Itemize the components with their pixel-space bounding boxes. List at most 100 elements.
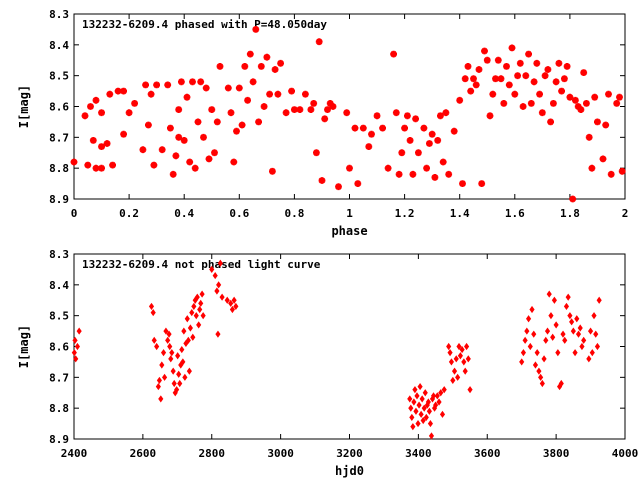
data-point (533, 59, 541, 67)
data-point (407, 395, 413, 403)
data-point (244, 96, 251, 104)
data-point (230, 158, 238, 166)
data-point (572, 349, 578, 357)
data-point (142, 81, 149, 89)
data-point (516, 59, 524, 67)
data-point (150, 308, 156, 317)
data-point (73, 355, 79, 363)
data-point (587, 327, 594, 335)
data-point (178, 78, 185, 86)
data-point (205, 155, 213, 163)
data-point (103, 140, 111, 147)
data-point (255, 118, 262, 126)
data-point (154, 342, 160, 351)
unphased-plot-title: 132232-6209.4 not phased light curve (82, 258, 321, 271)
data-point (271, 66, 279, 73)
data-point (565, 293, 571, 301)
data-point (92, 164, 100, 172)
y-tick-label: 8.4 (49, 279, 69, 292)
data-point (169, 349, 175, 357)
data-point (503, 63, 510, 70)
data-point (546, 290, 552, 298)
data-point (131, 100, 138, 107)
data-point (508, 44, 516, 52)
data-point (246, 50, 254, 58)
data-point (594, 118, 601, 126)
data-point (76, 327, 82, 335)
data-point (548, 312, 554, 320)
data-point (354, 180, 362, 187)
data-point (497, 75, 505, 83)
data-point (464, 63, 472, 70)
y-tick-label: 8.4 (49, 39, 69, 52)
phased-light-curve-panel: 8.3 8.4 8.5 8.6 8.7 8.8 8.9 0 0.2 0.4 0.6 0.8 1 1.2 1… (17, 8, 628, 238)
data-point (594, 342, 601, 351)
data-point (552, 78, 560, 86)
data-point (186, 158, 194, 166)
data-point (145, 121, 152, 129)
data-point (147, 90, 155, 98)
data-point (428, 432, 435, 440)
data-point (550, 333, 556, 341)
data-point (451, 367, 458, 375)
unphased-y-ticks: 8.3 8.4 8.5 8.6 8.7 8.8 8.9 (49, 248, 625, 446)
data-point (155, 382, 161, 391)
data-point (494, 56, 502, 64)
phased-plot-title: 132232-6209.4 phased with P=48.050day (82, 18, 327, 31)
data-point (183, 93, 191, 101)
x-tick-label: 3000 (267, 447, 294, 460)
data-point (593, 330, 599, 338)
data-point (586, 355, 592, 363)
data-point (395, 170, 403, 178)
data-point (172, 152, 180, 160)
data-point (359, 124, 367, 132)
data-point (426, 140, 433, 147)
y-tick-label: 8.8 (49, 402, 69, 415)
data-point (194, 118, 202, 126)
data-point (313, 149, 320, 157)
data-point (447, 349, 453, 357)
data-point (125, 109, 133, 117)
data-point (478, 180, 486, 187)
x-tick-label: 2600 (130, 447, 157, 460)
data-point (106, 90, 114, 98)
data-point (168, 355, 174, 363)
data-point (175, 352, 181, 360)
data-point (409, 413, 415, 422)
phased-y-ticks: 8.3 8.4 8.5 8.6 8.7 8.8 8.9 (49, 8, 625, 206)
data-point (467, 87, 475, 95)
data-point (421, 404, 427, 412)
data-point (208, 106, 216, 113)
data-point (450, 127, 458, 135)
data-point (233, 127, 240, 135)
data-point (472, 81, 480, 89)
data-point (282, 109, 290, 117)
data-point (109, 161, 116, 169)
y-tick-label: 8.3 (49, 8, 69, 21)
data-point (199, 290, 205, 298)
data-point (519, 358, 525, 366)
data-point (296, 106, 304, 113)
data-point (114, 87, 122, 95)
data-point (569, 195, 577, 203)
data-point (390, 50, 397, 58)
data-point (522, 72, 530, 80)
data-point (310, 100, 318, 107)
data-point (260, 103, 268, 110)
data-point (302, 90, 309, 98)
data-point (577, 106, 585, 113)
data-point (196, 321, 202, 329)
data-point (525, 50, 532, 58)
data-point (170, 367, 176, 375)
data-point (171, 379, 177, 388)
data-point (544, 66, 552, 73)
data-point (231, 296, 237, 304)
data-point (538, 109, 546, 117)
data-point (456, 342, 462, 351)
data-point (181, 327, 187, 335)
data-point (580, 69, 588, 76)
data-point (321, 115, 329, 123)
x-tick-label: 2 (622, 207, 629, 220)
data-point (263, 53, 271, 61)
